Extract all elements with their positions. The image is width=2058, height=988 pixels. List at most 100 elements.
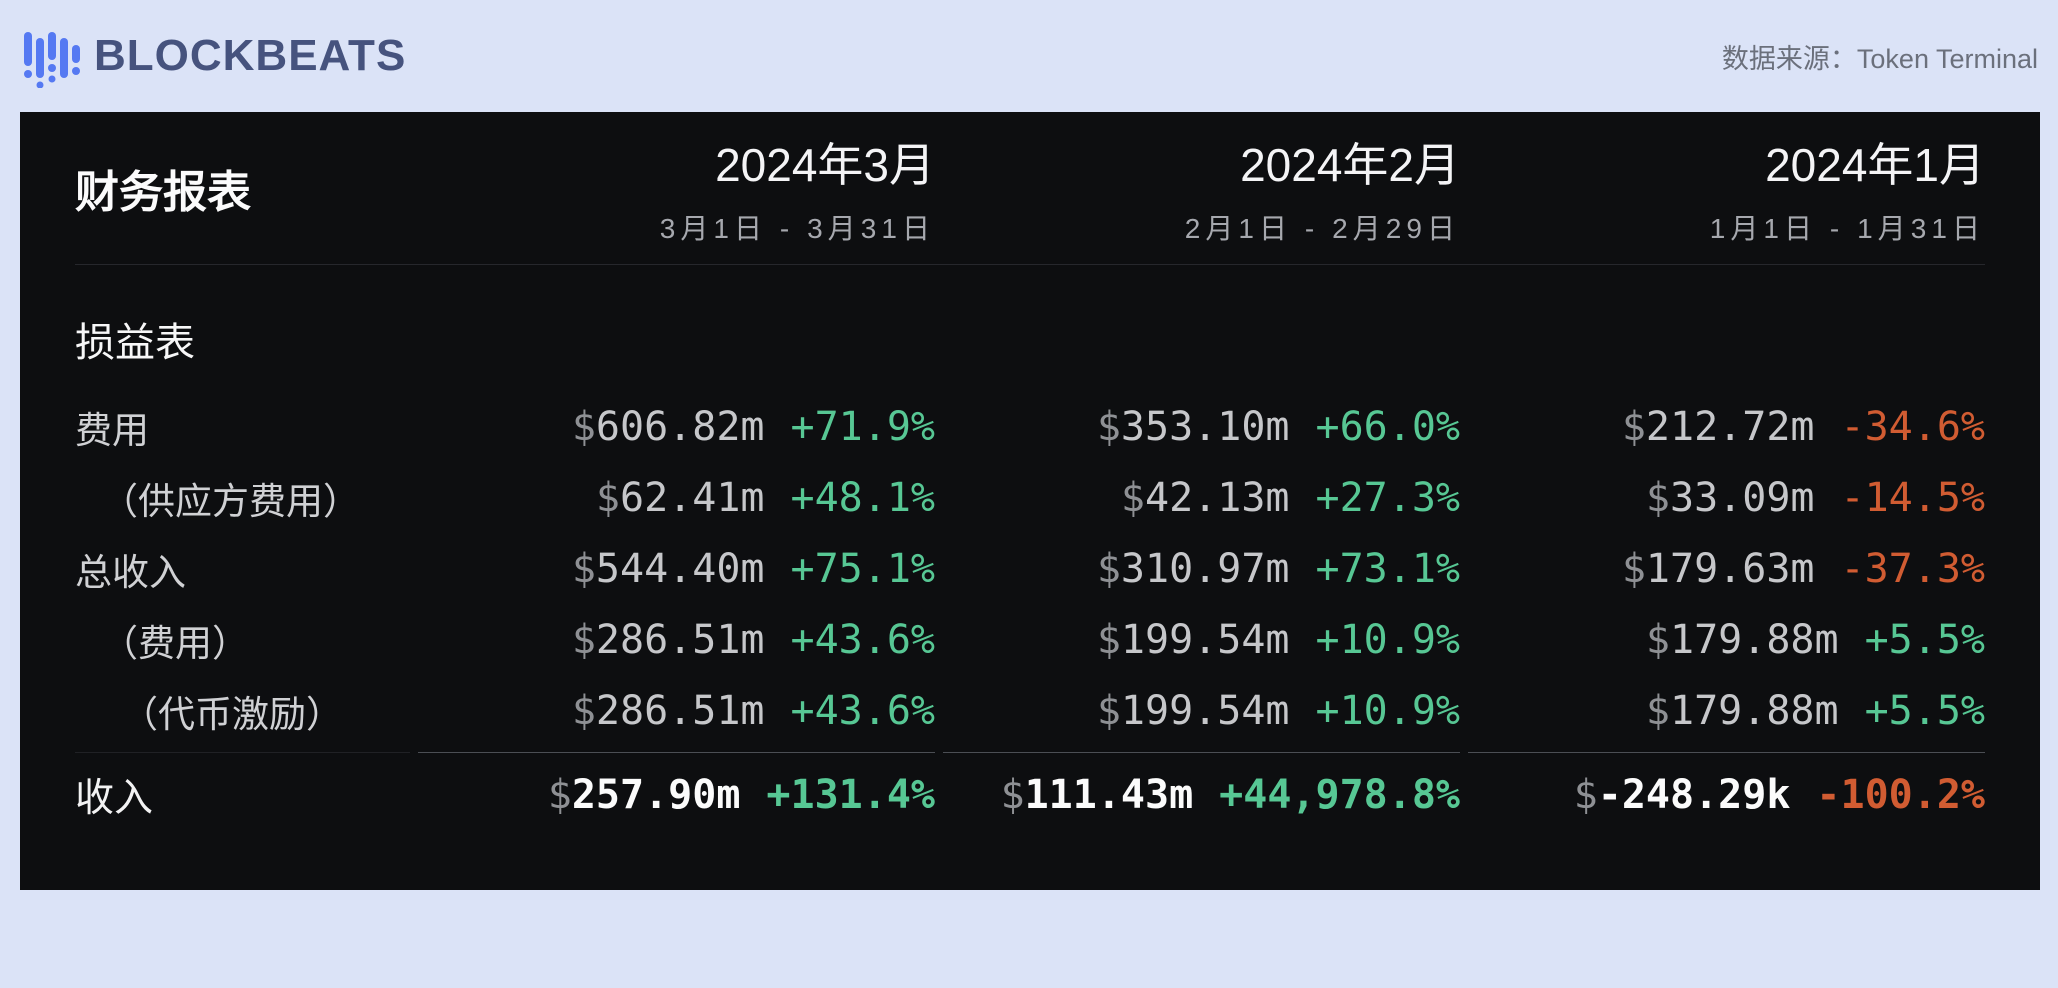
table-row-total-revenue: 总收入 $544.40m +75.1% $310.97m +73.1% $179… [75,533,1985,604]
page-title: 财务报表 [75,168,251,217]
value-cell: $199.54m +10.9% [935,688,1460,734]
change-percent: -37.3% [1840,545,1986,592]
row-label: （费用） [101,622,249,664]
currency-symbol: $ [1645,687,1670,734]
currency-symbol: $ [1645,616,1670,663]
value-cell: $42.13m +27.3% [935,475,1460,521]
table-row-supply-side-fees: （供应方费用） $62.41m +48.1% $42.13m +27.3% $3… [75,462,1985,533]
divider-segment [1468,752,1985,753]
top-bar: BLOCKBEATS 数据来源：Token Terminal [0,0,2058,112]
change-percent: -34.6% [1840,403,1986,450]
section-title-income-statement: 损益表 [75,321,195,365]
amount-value: 179.88m [1670,687,1839,734]
period-range: 1月1日 - 1月31日 [1709,213,1985,244]
table-header-row: 财务报表 2024年3月 3月1日 - 3月31日 2024年2月 2月1日 -… [75,112,1985,265]
value-cell: $286.51m +43.6% [410,617,935,663]
currency-symbol: $ [571,545,596,592]
value-cell: $179.63m -37.3% [1460,546,1985,592]
currency-symbol: $ [547,772,572,818]
currency-symbol: $ [595,474,620,521]
change-percent: +10.9% [1315,616,1461,663]
value-cell: $199.54m +10.9% [935,617,1460,663]
currency-symbol: $ [1621,545,1646,592]
section-row: 损益表 [75,307,1985,371]
amount-value: 212.72m [1645,403,1815,450]
data-source: 数据来源：Token Terminal [1722,37,2038,76]
period-range: 2月1日 - 2月29日 [1184,213,1460,244]
currency-symbol: $ [1120,474,1145,521]
financial-report-panel: 财务报表 2024年3月 3月1日 - 3月31日 2024年2月 2月1日 -… [20,112,2040,890]
amount-value: 353.10m [1120,403,1290,450]
period-range: 3月1日 - 3月31日 [659,213,935,244]
blockbeats-logo: BLOCKBEATS [22,24,406,88]
change-percent: +43.6% [790,616,936,663]
value-cell: $33.09m -14.5% [1460,475,1985,521]
data-source-value: Token Terminal [1856,43,2038,74]
value-cell: $310.97m +73.1% [935,546,1460,592]
currency-symbol: $ [1573,772,1598,818]
table-row-token-incentives: （代币激励） $286.51m +43.6% $199.54m +10.9% $… [75,675,1985,746]
period-title: 2024年3月 [715,139,935,191]
currency-symbol: $ [571,403,596,450]
value-cell: $606.82m +71.9% [410,404,935,450]
amount-value: 310.97m [1120,545,1290,592]
value-cell: $179.88m +5.5% [1460,617,1985,663]
change-percent: +131.4% [766,772,935,818]
period-title: 2024年2月 [1240,139,1460,191]
row-label: （供应方费用） [101,480,360,522]
period-title: 2024年1月 [1765,139,1985,191]
currency-symbol: $ [1621,403,1646,450]
amount-value: 33.09m [1670,474,1815,521]
change-percent: +5.5% [1864,687,1985,734]
change-percent: +44,978.8% [1219,772,1460,818]
change-percent: +48.1% [790,474,936,521]
row-label: 收入 [75,777,154,820]
change-percent: +66.0% [1315,403,1461,450]
divider-segment [943,752,1460,753]
row-label: （代币激励） [121,693,343,735]
column-header-january: 2024年1月 1月1日 - 1月31日 [1460,129,1985,247]
row-label: 费用 [75,409,149,451]
currency-symbol: $ [571,616,596,663]
amount-value: 179.63m [1645,545,1815,592]
change-percent: +27.3% [1315,474,1461,521]
table-row-revenue: 收入 $257.90m +131.4% $111.43m +44,978.8% … [75,753,1985,837]
amount-value: 179.88m [1670,616,1839,663]
divider-segment [418,752,935,753]
value-cell: $212.72m -34.6% [1460,404,1985,450]
amount-value: 199.54m [1120,616,1290,663]
amount-value: 62.41m [620,474,765,521]
value-cell: $111.43m +44,978.8% [935,772,1461,818]
change-percent: +71.9% [790,403,936,450]
value-cell: $353.10m +66.0% [935,404,1460,450]
table-row-fees: 费用 $606.82m +71.9% $353.10m +66.0% $212.… [75,391,1985,462]
column-header-february: 2024年2月 2月1日 - 2月29日 [935,129,1460,247]
value-cell: $257.90m +131.4% [410,772,935,818]
amount-value: 606.82m [595,403,765,450]
currency-symbol: $ [1096,687,1121,734]
amount-value: 111.43m [1024,772,1194,818]
value-cell: $62.41m +48.1% [410,475,935,521]
table-row-expenses: （费用） $286.51m +43.6% $199.54m +10.9% $17… [75,604,1985,675]
change-percent: -14.5% [1840,474,1986,521]
amount-value: 42.13m [1145,474,1290,521]
row-label: 总收入 [75,551,186,593]
change-percent: +43.6% [790,687,936,734]
brand-wordmark: BLOCKBEATS [94,31,407,80]
currency-symbol: $ [1096,545,1121,592]
currency-symbol: $ [1645,474,1670,521]
column-header-march: 2024年3月 3月1日 - 3月31日 [410,129,935,247]
amount-value: 257.90m [571,772,741,818]
currency-symbol: $ [1096,403,1121,450]
value-cell: $544.40m +75.1% [410,546,935,592]
change-percent: -100.2% [1816,772,1985,818]
value-cell: $-248.29k -100.2% [1460,772,1985,818]
divider-segment [75,752,410,753]
table-body: 费用 $606.82m +71.9% $353.10m +66.0% $212.… [75,391,1985,837]
revenue-divider [75,752,1985,753]
data-source-label: 数据来源： [1721,43,1857,74]
amount-value: -248.29k [1597,772,1791,818]
soundwave-bars-icon [22,24,84,88]
amount-value: 544.40m [595,545,765,592]
